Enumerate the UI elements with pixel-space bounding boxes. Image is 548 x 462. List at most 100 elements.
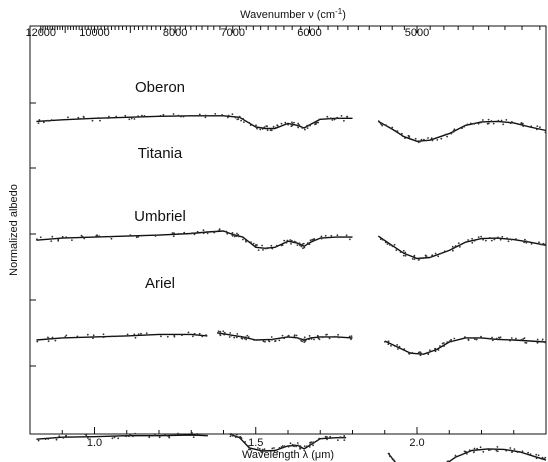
data-point [467, 239, 469, 241]
data-point [242, 238, 244, 241]
data-point [301, 243, 304, 246]
data-point [236, 232, 238, 235]
data-point [280, 122, 283, 125]
data-point [65, 435, 67, 437]
data-point [286, 239, 289, 242]
data-point [434, 350, 437, 353]
data-point [320, 237, 323, 240]
data-point [219, 333, 222, 335]
data-point [479, 446, 482, 449]
data-point [350, 236, 352, 239]
data-point [480, 121, 482, 124]
data-point [397, 348, 399, 350]
data-point [504, 338, 507, 341]
data-point [312, 240, 315, 242]
data-point [231, 232, 233, 235]
data-point [318, 437, 320, 440]
data-point [468, 449, 471, 452]
data-point [148, 436, 151, 439]
data-point [233, 336, 236, 339]
data-point [505, 119, 508, 121]
data-point [315, 121, 318, 124]
data-point [270, 244, 273, 247]
data-point [65, 236, 68, 239]
data-point [398, 345, 401, 348]
data-point [51, 235, 54, 238]
data-point [419, 352, 422, 354]
data-point [161, 234, 164, 236]
top-tick-label: 8000 [163, 27, 187, 39]
data-point [291, 443, 294, 446]
data-point [477, 122, 480, 125]
data-point [154, 235, 157, 237]
data-point [525, 240, 528, 243]
data-point [525, 241, 528, 244]
top-tick-label: 7000 [220, 27, 244, 39]
data-point [129, 433, 132, 436]
data-point [350, 338, 352, 341]
data-point [524, 341, 527, 344]
data-point [386, 243, 389, 246]
data-point [453, 337, 456, 340]
data-point [288, 336, 291, 338]
data-point [307, 243, 310, 245]
data-point [473, 449, 476, 452]
data-point [511, 121, 513, 123]
data-point [345, 234, 348, 237]
data-point [236, 333, 239, 335]
data-point [79, 118, 82, 120]
data-point [414, 137, 417, 140]
spectrum-line [36, 230, 353, 250]
data-point [284, 121, 287, 124]
data-point [443, 250, 446, 253]
data-point [304, 128, 306, 131]
data-point [346, 115, 349, 118]
data-point [300, 339, 302, 342]
data-point [231, 113, 234, 116]
data-point [482, 450, 485, 453]
data-point [529, 453, 532, 455]
data-point [36, 340, 39, 343]
data-point [192, 232, 194, 235]
data-point [339, 436, 342, 439]
data-point [463, 450, 466, 453]
data-point [523, 241, 525, 244]
data-point [37, 122, 40, 124]
data-point [523, 337, 526, 340]
data-point [129, 234, 131, 237]
data-point [391, 126, 394, 129]
data-point [446, 135, 448, 138]
data-point [47, 336, 49, 339]
spectrum-line [384, 337, 547, 355]
data-point [266, 129, 269, 132]
data-point [297, 126, 300, 129]
data-point [160, 335, 162, 338]
data-point [326, 436, 328, 438]
data-point [536, 341, 539, 344]
data-point [527, 451, 529, 454]
data-point [516, 451, 519, 453]
data-point [264, 247, 267, 250]
data-point [543, 457, 545, 460]
data-point [318, 118, 320, 121]
data-point [424, 254, 427, 257]
data-point [196, 433, 199, 435]
data-point [253, 339, 256, 341]
data-point [38, 119, 41, 121]
data-point [240, 437, 243, 440]
plot-frame [29, 25, 547, 435]
data-point [491, 339, 494, 342]
data-point [316, 440, 318, 442]
data-point [391, 458, 394, 460]
data-point [257, 447, 259, 449]
data-point [383, 341, 386, 343]
data-point [417, 141, 420, 144]
data-point [145, 332, 148, 334]
data-point [542, 243, 545, 246]
data-point [535, 453, 538, 456]
data-point [206, 434, 209, 437]
data-point [328, 337, 331, 340]
data-point [300, 245, 303, 248]
data-point [461, 127, 463, 130]
data-point [488, 237, 491, 239]
